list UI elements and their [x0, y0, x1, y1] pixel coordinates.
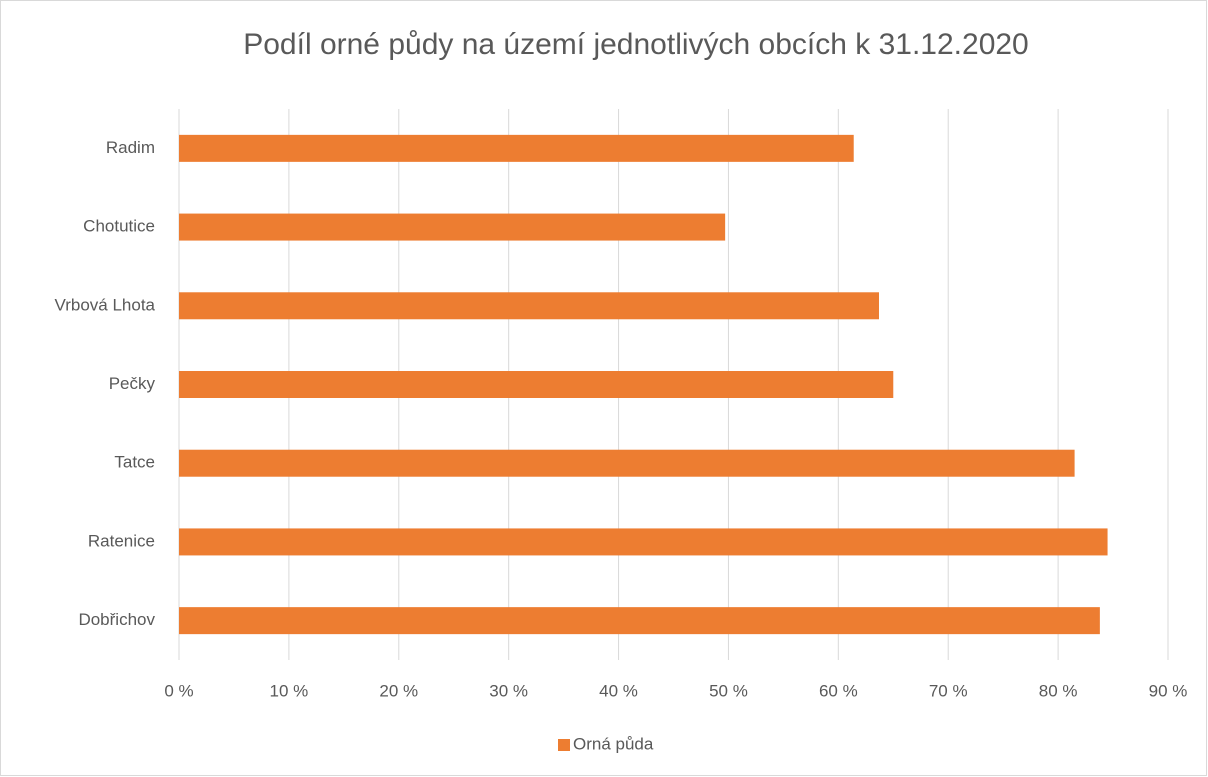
y-tick-label: Ratenice: [88, 531, 155, 550]
y-tick-label: Dobřichov: [78, 610, 155, 629]
x-tick-label: 10 %: [270, 681, 309, 700]
y-tick-label: Chotutice: [83, 217, 155, 236]
x-tick-label: 30 %: [489, 681, 528, 700]
chart-title: Podíl orné půdy na území jednotlivých ob…: [243, 28, 1029, 61]
y-tick-label: Tatce: [114, 453, 155, 472]
y-tick-label: Vrbová Lhota: [55, 295, 156, 314]
x-tick-label: 50 %: [709, 681, 748, 700]
bar: [179, 449, 1075, 477]
y-tick-label: Pečky: [109, 374, 156, 393]
x-tick-label: 0 %: [164, 681, 193, 700]
legend-swatch: [558, 739, 570, 751]
x-tick-label: 60 %: [819, 681, 858, 700]
bar: [179, 528, 1108, 556]
bar: [179, 292, 879, 320]
x-tick-label: 40 %: [599, 681, 638, 700]
x-tick-label: 80 %: [1039, 681, 1078, 700]
bar: [179, 134, 854, 162]
legend-label: Orná půda: [573, 734, 654, 753]
x-tick-label: 70 %: [929, 681, 968, 700]
x-tick-label: 20 %: [379, 681, 418, 700]
bar: [179, 213, 726, 241]
bar: [179, 607, 1100, 635]
x-tick-label: 90 %: [1149, 681, 1188, 700]
y-tick-label: Radim: [106, 138, 155, 157]
bar: [179, 371, 894, 398]
